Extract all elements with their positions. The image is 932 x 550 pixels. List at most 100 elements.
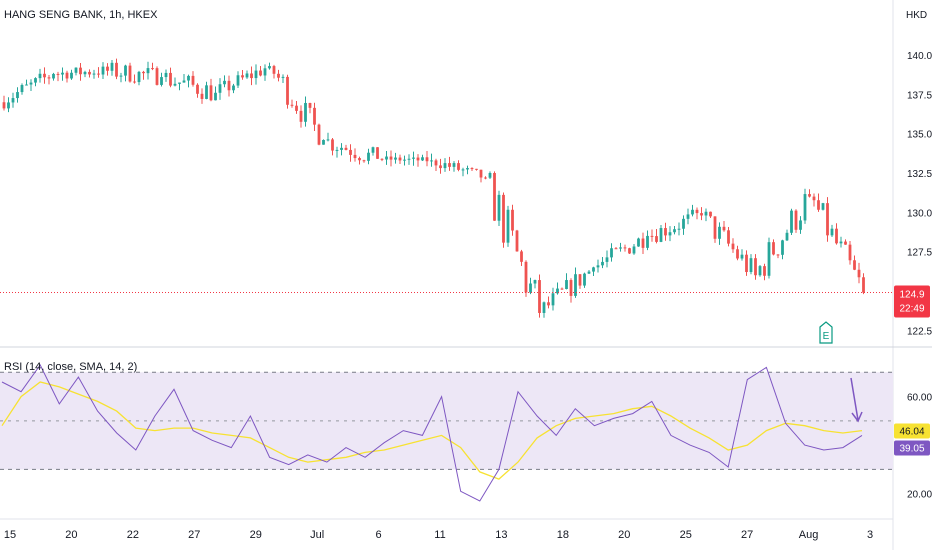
candle bbox=[731, 238, 735, 253]
candle bbox=[349, 144, 352, 162]
rsi-ma-value: 46.04 bbox=[899, 426, 924, 437]
candle bbox=[119, 72, 123, 83]
candle bbox=[407, 154, 411, 165]
candle bbox=[758, 264, 762, 277]
candle bbox=[538, 274, 541, 318]
candle bbox=[457, 160, 460, 172]
candle bbox=[200, 88, 204, 104]
candle bbox=[25, 79, 28, 86]
candle bbox=[295, 101, 298, 114]
candle bbox=[488, 171, 492, 179]
candle bbox=[250, 66, 253, 86]
candle bbox=[596, 259, 600, 273]
candle bbox=[245, 70, 249, 79]
price-tick-label: 127.5 bbox=[907, 248, 932, 259]
candle bbox=[790, 208, 793, 235]
candle bbox=[686, 208, 690, 225]
earnings-marker[interactable]: E bbox=[819, 321, 833, 344]
candle bbox=[133, 74, 136, 84]
price-tick-label: 122.5 bbox=[907, 326, 932, 337]
candle bbox=[218, 78, 222, 100]
candle bbox=[533, 279, 537, 289]
candle bbox=[484, 176, 487, 180]
candle bbox=[664, 222, 667, 241]
candle bbox=[110, 60, 114, 76]
rsi-tick-label: 60.00 bbox=[907, 393, 932, 404]
candle bbox=[353, 148, 357, 162]
candle bbox=[448, 156, 451, 171]
candle bbox=[848, 241, 852, 265]
bar-countdown: 22:49 bbox=[899, 304, 924, 315]
candle bbox=[776, 254, 780, 259]
candle bbox=[191, 71, 195, 87]
candle bbox=[281, 74, 285, 84]
candle bbox=[223, 75, 226, 88]
price-tick-label: 140.0 bbox=[907, 51, 932, 62]
candle bbox=[340, 143, 343, 156]
candle bbox=[659, 225, 663, 243]
candle bbox=[151, 62, 154, 71]
candle bbox=[308, 102, 312, 114]
candle bbox=[632, 244, 636, 255]
candle bbox=[646, 230, 649, 251]
candle bbox=[704, 208, 708, 222]
candle bbox=[70, 69, 73, 80]
candle bbox=[736, 245, 739, 261]
candle bbox=[677, 222, 681, 236]
candle bbox=[475, 168, 478, 171]
candle bbox=[826, 197, 829, 242]
candle bbox=[857, 262, 861, 284]
rsi-line bbox=[1, 364, 863, 502]
candle bbox=[817, 193, 820, 212]
candle bbox=[20, 83, 24, 95]
candle bbox=[727, 227, 730, 247]
candle bbox=[29, 79, 33, 92]
candle bbox=[812, 193, 816, 207]
candle bbox=[754, 254, 757, 280]
rsi-ma-line bbox=[1, 381, 863, 480]
candle bbox=[691, 204, 694, 217]
price-tick-label: 132.5 bbox=[907, 169, 932, 180]
candle bbox=[146, 61, 150, 80]
time-axis[interactable]: 15 20 22 27 29 Jul 6 11 13 18 20 25 27 Aug 3 bbox=[4, 529, 873, 541]
current-price-badge: 124.9 22:49 bbox=[894, 285, 930, 318]
candle bbox=[520, 249, 523, 266]
candle bbox=[169, 67, 172, 88]
currency-label: HKD bbox=[906, 10, 927, 21]
candle bbox=[565, 273, 568, 290]
candle bbox=[214, 86, 217, 101]
candle bbox=[479, 169, 483, 183]
candle bbox=[128, 62, 132, 83]
candle bbox=[394, 152, 397, 164]
time-tick-label: 20 bbox=[65, 529, 77, 541]
candle bbox=[142, 70, 145, 80]
candle bbox=[421, 154, 424, 161]
candle bbox=[331, 137, 334, 156]
price-axis[interactable]: 140.0 137.5 135.0 132.5 130.0 127.5 122.5 bbox=[907, 51, 932, 337]
candle bbox=[547, 296, 550, 309]
candle bbox=[835, 223, 838, 245]
current-price-label: 124.9 bbox=[899, 290, 924, 301]
candle bbox=[11, 92, 15, 108]
time-tick-label: 25 bbox=[680, 529, 692, 541]
candle bbox=[376, 147, 379, 159]
candle bbox=[277, 69, 280, 82]
candle bbox=[785, 229, 789, 242]
candle bbox=[556, 282, 559, 295]
candle bbox=[209, 78, 213, 102]
down-arrow-annotation[interactable] bbox=[850, 377, 863, 423]
candle bbox=[470, 167, 474, 172]
rsi-ma-badge: 46.04 bbox=[894, 423, 930, 439]
candle bbox=[569, 278, 573, 303]
candle bbox=[367, 148, 370, 165]
candle bbox=[718, 222, 721, 245]
candle bbox=[542, 301, 546, 318]
candle bbox=[52, 72, 55, 81]
candle bbox=[259, 65, 262, 77]
price-tick-label: 137.5 bbox=[907, 90, 932, 101]
rsi-axis[interactable]: 60.00 20.00 bbox=[907, 393, 932, 501]
rsi-legend[interactable]: RSI (14, close, SMA, 14, 2) bbox=[4, 361, 137, 373]
candle bbox=[673, 225, 676, 235]
candle bbox=[821, 202, 825, 211]
